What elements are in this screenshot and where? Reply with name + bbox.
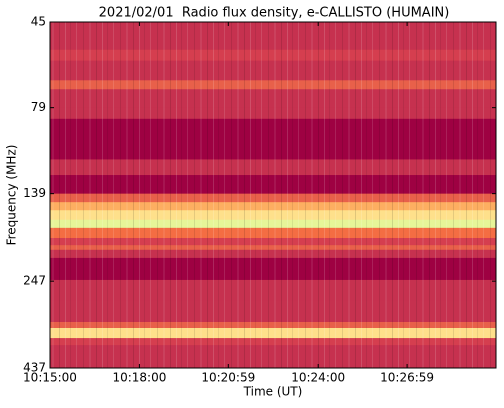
y-tick-label: 247 <box>23 274 46 288</box>
y-tick-label: 79 <box>31 100 46 114</box>
chart-title: 2021/02/01 Radio flux density, e-CALLIST… <box>99 6 450 21</box>
y-tick-label: 139 <box>23 186 46 200</box>
y-tick-label: 437 <box>23 361 46 375</box>
x-tick-label: 10:18:00 <box>112 371 166 385</box>
x-tick-label: 10:26:59 <box>380 371 434 385</box>
y-tick-label: 45 <box>31 15 46 29</box>
x-tick-label: 10:20:59 <box>201 371 255 385</box>
x-axis-label: Time (UT) <box>243 385 303 399</box>
texture <box>50 22 496 368</box>
x-tick-label: 10:24:00 <box>291 371 345 385</box>
plot-frame <box>49 21 497 369</box>
y-axis-label: Frequency (MHz) <box>5 145 19 246</box>
x-tick-label: 10:15:00 <box>23 371 77 385</box>
